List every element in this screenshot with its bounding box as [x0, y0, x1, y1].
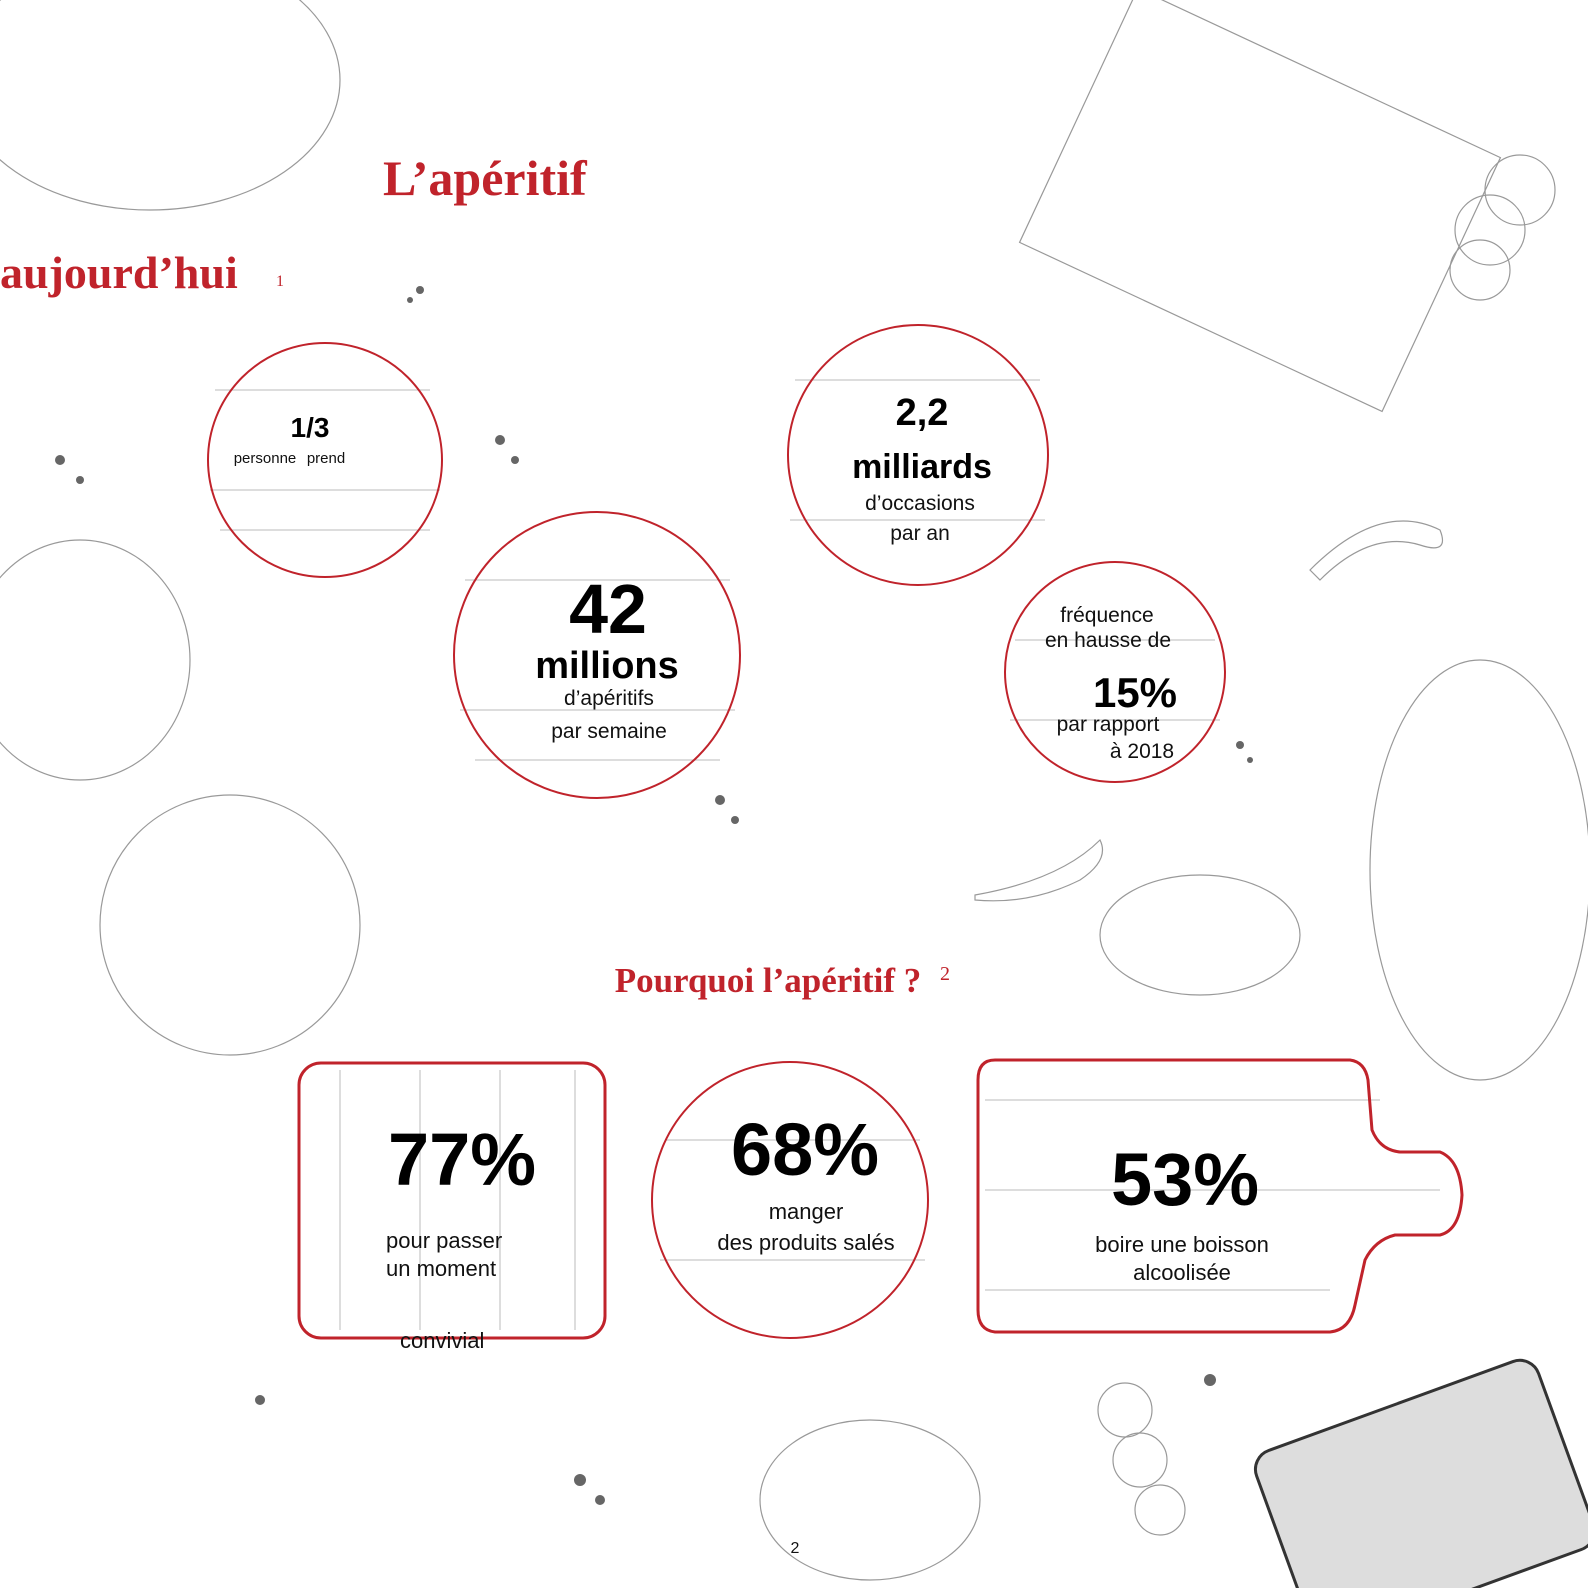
stat-intro: fréquence — [1060, 604, 1153, 627]
stat-circle: 42 millions d’apéritifs par semaine — [454, 512, 740, 798]
stat-text: personne — [234, 450, 297, 467]
page: L’apéritif aujourd’hui 1 1/3 personne pr… — [0, 0, 1588, 1588]
title-line1: L’apéritif — [383, 150, 588, 206]
stat-circle: fréquence en hausse de 15% par rapport à… — [1005, 562, 1225, 782]
page-number: 2 — [791, 1540, 800, 1557]
reason-text: convivial — [400, 1328, 484, 1353]
title-note: 1 — [276, 273, 284, 290]
section-title: Pourquoi l’apéritif ? — [615, 961, 922, 1000]
stat-intro: en hausse de — [1045, 629, 1171, 652]
reason-figure: 68% — [731, 1108, 879, 1191]
stat-text: d’occasions — [865, 492, 975, 515]
reason-text: un moment — [386, 1256, 496, 1281]
reason-text: boire une boisson — [1095, 1232, 1269, 1257]
reason-text: manger — [769, 1199, 844, 1224]
stat-text: par an — [890, 522, 950, 545]
stat-text: d’apéritifs — [564, 687, 654, 710]
decoration — [0, 0, 1588, 1588]
stat-text: par rapport — [1057, 713, 1160, 736]
stat-figure: 42 — [569, 570, 647, 648]
title-line2: aujourd’hui — [0, 247, 238, 298]
stat-text: par semaine — [551, 720, 667, 743]
reason-card: 77% pour passer un moment convivial — [299, 1063, 605, 1353]
stat-figure: 15% — [1093, 669, 1177, 716]
reason-figure: 77% — [388, 1118, 536, 1201]
stat-text: à 2018 — [1110, 740, 1174, 763]
stat-text: prend — [307, 450, 345, 467]
reason-card: 68% manger des produits salés — [652, 1062, 928, 1338]
stat-unit: milliards — [852, 448, 992, 486]
reason-figure: 53% — [1111, 1138, 1259, 1221]
stat-figure: 1/3 — [291, 412, 330, 443]
section-note: 2 — [940, 963, 950, 985]
reason-text: pour passer — [386, 1228, 502, 1253]
reason-card: 53% boire une boisson alcoolisée — [978, 1060, 1462, 1332]
stat-unit: millions — [535, 645, 679, 687]
stat-figure: 2,2 — [896, 392, 949, 434]
reason-text: alcoolisée — [1133, 1260, 1231, 1285]
stat-circle: 1/3 personne prend — [208, 343, 442, 577]
stat-circle: 2,2 milliards d’occasions par an — [788, 325, 1048, 585]
reason-text: des produits salés — [717, 1230, 894, 1255]
